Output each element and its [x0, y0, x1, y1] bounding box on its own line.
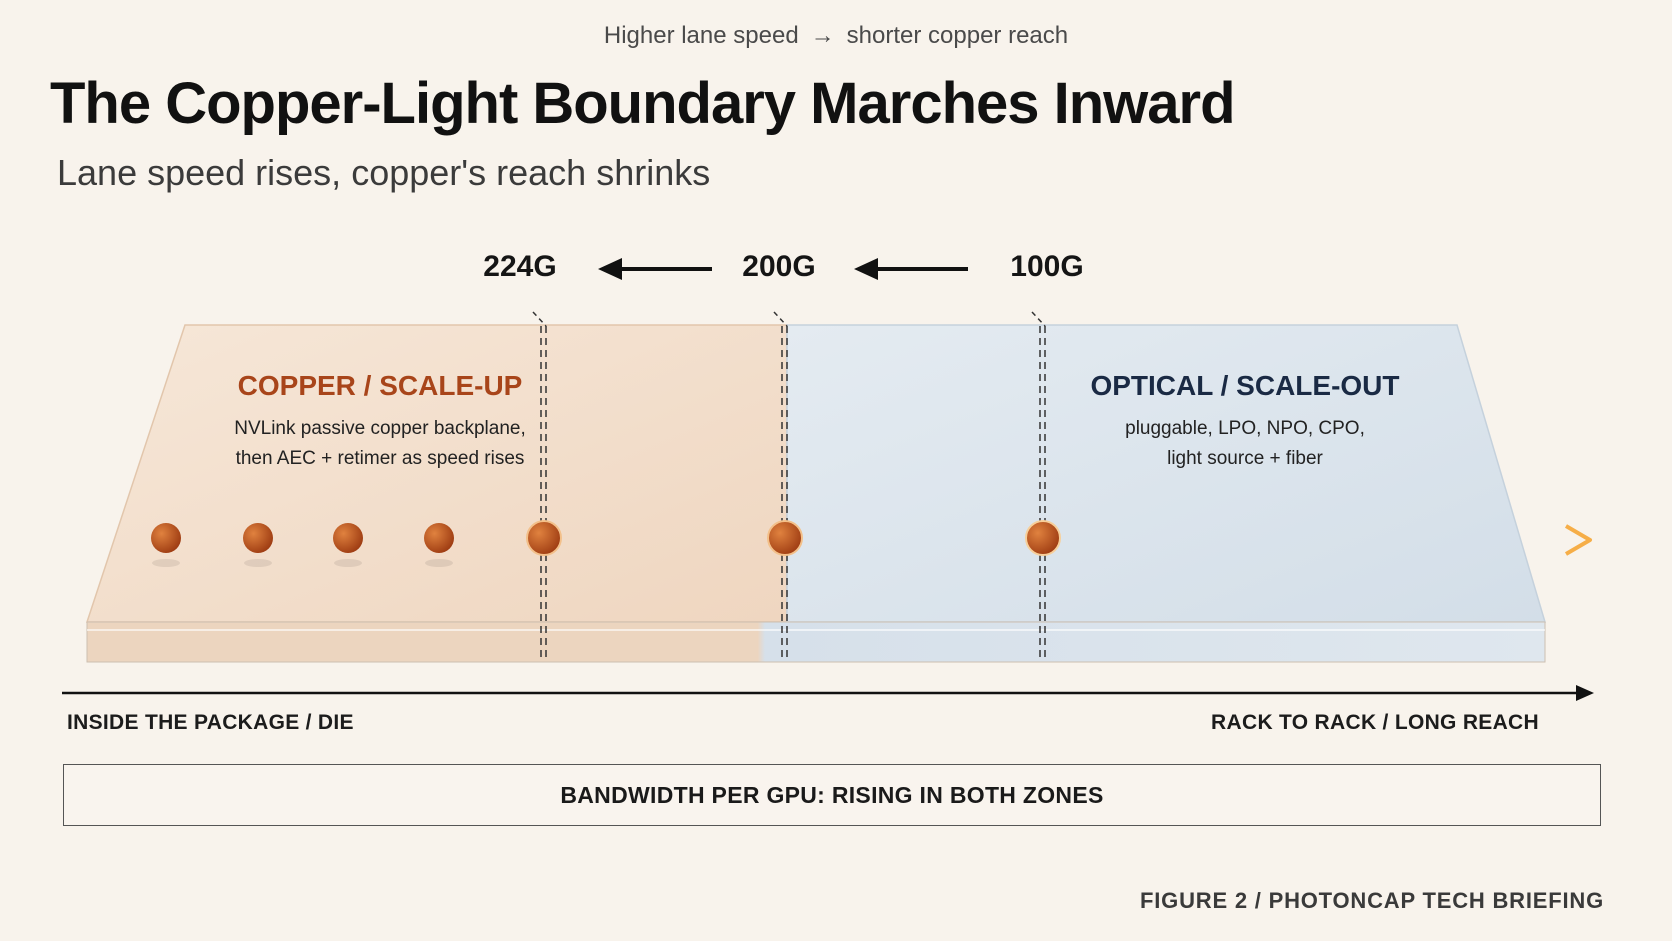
distance-axis	[62, 685, 1594, 701]
right-arrow-icon: →	[810, 22, 835, 49]
boundary-node-200g	[767, 520, 803, 556]
optical-zone-desc-1: pluggable, LPO, NPO, CPO,	[1125, 418, 1365, 439]
boundary-node-100g	[1025, 520, 1061, 556]
speed-arrow-left-1	[598, 258, 712, 280]
boundary-224g	[532, 311, 547, 662]
kicker-right: shorter copper reach	[846, 22, 1069, 49]
axis-label-right: RACK TO RACK / LONG REACH	[1211, 711, 1539, 734]
boundary-node-224g	[526, 520, 562, 556]
figure-caption: FIGURE 2 / PHOTONCAP TECH BRIEFING	[1140, 888, 1604, 913]
kicker: Higher lane speed → shorter copper reach	[0, 22, 1672, 50]
bandwidth-note: BANDWIDTH PER GPU: RISING IN BOTH ZONES	[560, 781, 1104, 808]
page-title: The Copper-Light Boundary Marches Inward	[50, 71, 1236, 136]
axis-label-left: INSIDE THE PACKAGE / DIE	[67, 711, 354, 734]
copper-zone-desc-1: NVLink passive copper backplane,	[234, 418, 526, 439]
speed-label-224g: 224G	[483, 250, 557, 283]
speed-label-100g: 100G	[1010, 250, 1084, 283]
optical-zone-label: OPTICAL / SCALE-OUT pluggable, LPO, NPO,…	[1070, 370, 1420, 474]
bandwidth-note-box: BANDWIDTH PER GPU: RISING IN BOTH ZONES	[63, 764, 1601, 826]
speed-label-200g: 200G	[742, 250, 816, 283]
copper-node	[424, 523, 454, 553]
copper-zone-label: COPPER / SCALE-UP NVLink passive copper …	[215, 370, 545, 474]
copper-zone-desc-2: then AEC + retimer as speed rises	[235, 448, 525, 469]
page-subtitle: Lane speed rises, copper's reach shrinks	[57, 152, 711, 193]
signal-path	[143, 524, 1592, 556]
boundary-100g	[1031, 311, 1046, 662]
boundary-200g	[773, 311, 788, 662]
kicker-left: Higher lane speed	[603, 22, 799, 49]
copper-node	[243, 523, 273, 553]
copper-node	[151, 523, 181, 553]
optical-zone-desc-2: light source + fiber	[1167, 448, 1323, 469]
speed-arrow-left-2	[854, 258, 968, 280]
optical-zone-title: OPTICAL / SCALE-OUT	[1090, 370, 1400, 401]
slab-front-edge	[86, 621, 1546, 663]
copper-node	[333, 523, 363, 553]
signal-nodes	[151, 520, 1061, 567]
copper-zone-title: COPPER / SCALE-UP	[237, 370, 523, 401]
